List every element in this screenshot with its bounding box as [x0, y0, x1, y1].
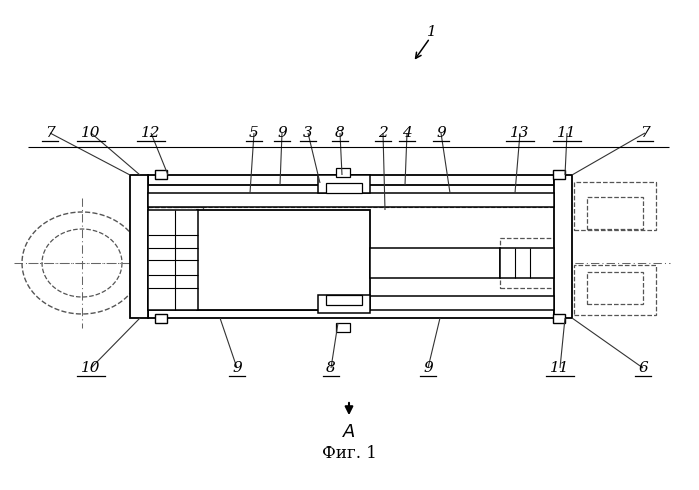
- Text: 12: 12: [141, 126, 161, 140]
- Text: 8: 8: [326, 361, 336, 375]
- Text: 11: 11: [550, 361, 570, 375]
- Bar: [554, 175, 572, 318]
- Bar: [148, 210, 198, 310]
- Text: 9: 9: [277, 126, 287, 140]
- Bar: [574, 265, 656, 315]
- Text: 6: 6: [638, 361, 648, 375]
- Bar: [326, 295, 362, 305]
- Text: 10: 10: [81, 126, 101, 140]
- Bar: [326, 183, 362, 193]
- Bar: [500, 248, 554, 278]
- Text: 13: 13: [510, 126, 530, 140]
- Bar: [148, 308, 554, 318]
- Bar: [587, 272, 643, 304]
- Text: 9: 9: [423, 361, 433, 375]
- Text: $A$: $A$: [342, 423, 356, 441]
- Text: 7: 7: [45, 126, 55, 140]
- Text: 4: 4: [402, 126, 412, 140]
- Text: 7: 7: [640, 126, 650, 140]
- Bar: [336, 168, 350, 177]
- Bar: [336, 323, 350, 332]
- Bar: [370, 248, 500, 278]
- Bar: [148, 175, 554, 185]
- Bar: [130, 218, 155, 308]
- Text: 11: 11: [557, 126, 577, 140]
- Text: 9: 9: [436, 126, 446, 140]
- Text: Фиг. 1: Фиг. 1: [322, 444, 377, 462]
- Bar: [148, 193, 554, 207]
- Bar: [197, 210, 370, 310]
- Bar: [148, 207, 554, 313]
- Bar: [130, 175, 148, 318]
- Text: 5: 5: [249, 126, 259, 140]
- Bar: [155, 170, 167, 179]
- Bar: [574, 182, 656, 230]
- Bar: [318, 295, 370, 313]
- Text: 10: 10: [81, 361, 101, 375]
- Text: 3: 3: [303, 126, 313, 140]
- Bar: [553, 170, 565, 179]
- Bar: [500, 238, 560, 288]
- Bar: [148, 207, 203, 313]
- Text: 1: 1: [427, 25, 437, 39]
- Bar: [318, 175, 370, 193]
- Bar: [587, 197, 643, 229]
- Text: 2: 2: [378, 126, 388, 140]
- Bar: [553, 314, 565, 323]
- Bar: [155, 314, 167, 323]
- Bar: [148, 296, 554, 310]
- Text: 8: 8: [335, 126, 345, 140]
- Text: 9: 9: [232, 361, 242, 375]
